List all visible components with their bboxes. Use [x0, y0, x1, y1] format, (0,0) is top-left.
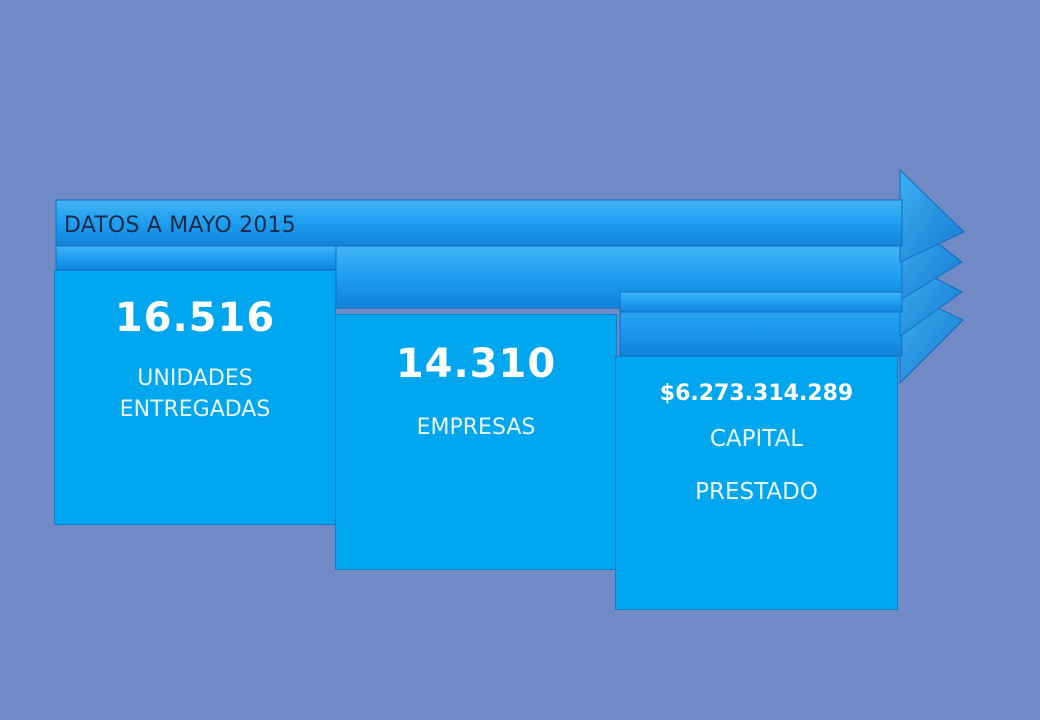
- header-label: DATOS A MAYO 2015: [64, 213, 296, 238]
- stat-value-capital: $6.273.314.289: [659, 381, 854, 406]
- stat-label-companies: EMPRESAS: [416, 415, 536, 440]
- stat-value-units: 16.516: [114, 295, 276, 341]
- stat-label-units-line2: ENTREGADAS: [119, 397, 271, 422]
- stat-box-capital: $6.273.314.289 CAPITAL PRESTADO: [615, 356, 898, 610]
- stat-label-capital-line2: PRESTADO: [695, 479, 818, 505]
- arrow-band-1: [55, 168, 965, 271]
- stat-label-units-line1: UNIDADES: [137, 366, 253, 391]
- arrow-band-2: [335, 212, 963, 313]
- stat-label-capital-line1: CAPITAL: [709, 426, 804, 452]
- stat-box-units: 16.516 UNIDADES ENTREGADAS: [54, 270, 336, 525]
- stat-box-companies: 14.310 EMPRESAS: [335, 314, 617, 570]
- stat-value-companies: 14.310: [395, 341, 557, 387]
